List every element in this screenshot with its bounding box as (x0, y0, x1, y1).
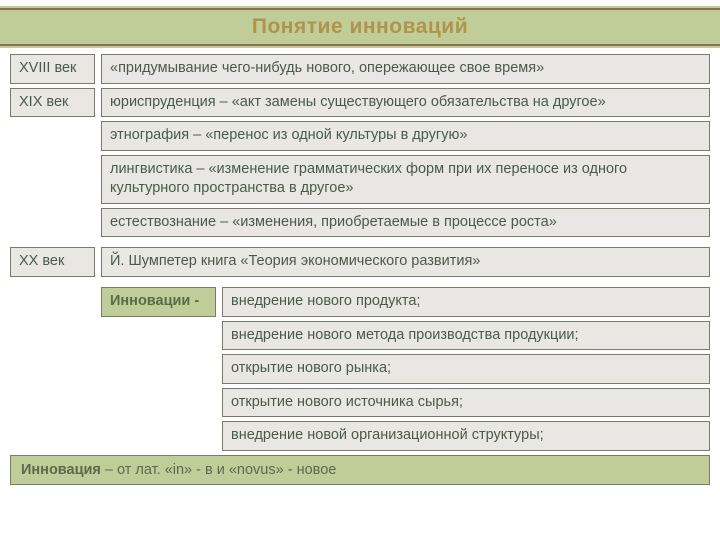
innovations-item-3: открытие нового рынка; (222, 354, 710, 384)
title-rule-top (0, 8, 720, 10)
century-20-label: XX век (10, 247, 95, 277)
century-19-def-jurisprudence: юриспруденция – «акт замены существующег… (101, 88, 710, 118)
row-century-18: XVIII век «придумывание чего-нибудь ново… (10, 54, 710, 84)
century-19-def-ethnography: этнография – «перенос из одной культуры … (101, 121, 710, 151)
century-18-label: XVIII век (10, 54, 95, 84)
row-century-20: XX век Й. Шумпетер книга «Теория экономи… (10, 247, 710, 277)
century-19-def-natural-science: естествознание – «изменения, приобретаем… (101, 208, 710, 238)
century-20-def: Й. Шумпетер книга «Теория экономического… (101, 247, 710, 277)
title-rule-bottom (0, 44, 720, 46)
etymology-box: Инновация – от лат. «in» - в и «novus» -… (10, 455, 710, 485)
row-century-19: XIX век юриспруденция – «акт замены суще… (10, 88, 710, 118)
innovations-label: Инновации - (101, 287, 216, 317)
innovations-item-1: внедрение нового продукта; (222, 287, 710, 317)
title-band: Понятие инноваций (0, 6, 720, 48)
century-19-def-linguistics: лингвистика – «изменение грамматических … (101, 155, 710, 204)
etymology-text: – от лат. «in» - в и «novus» - новое (101, 462, 336, 478)
innovations-item-5: внедрение новой организационной структур… (222, 421, 710, 451)
row-innovations: Инновации - внедрение нового продукта; (10, 287, 710, 317)
innovations-item-2: внедрение нового метода производства про… (222, 321, 710, 351)
page-title: Понятие инноваций (252, 15, 468, 39)
innovations-item-4: открытие нового источника сырья; (222, 388, 710, 418)
content-area: XVIII век «придумывание чего-нибудь ново… (0, 48, 720, 451)
century-19-label: XIX век (10, 88, 95, 118)
century-18-def: «придумывание чего-нибудь нового, опереж… (101, 54, 710, 84)
etymology-term: Инновация (21, 462, 101, 478)
